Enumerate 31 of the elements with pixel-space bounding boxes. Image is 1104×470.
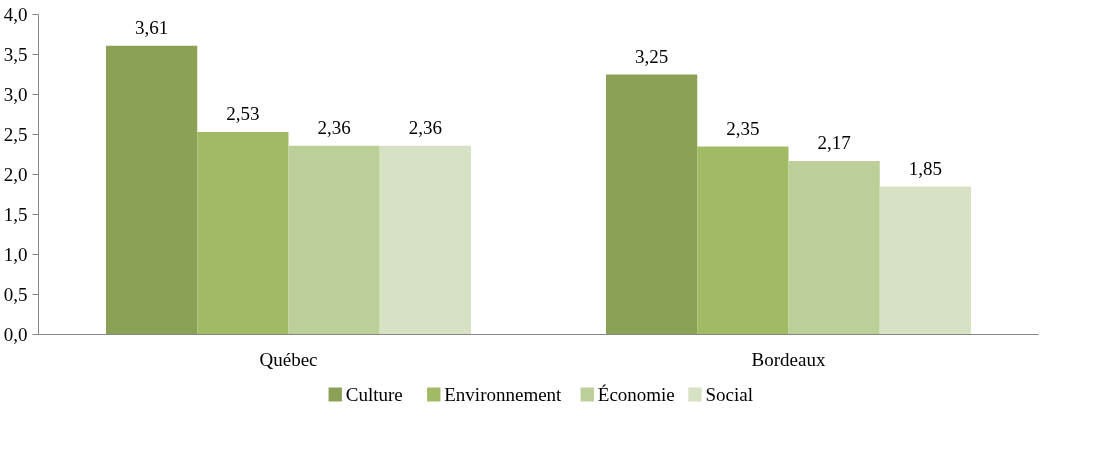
bar <box>106 45 198 335</box>
y-tick-label: 2,5 <box>3 124 28 145</box>
data-label: 3,61 <box>135 16 169 38</box>
x-tick-label: Bordeaux <box>751 348 826 370</box>
bar <box>697 146 789 335</box>
y-tick-label: 2,0 <box>3 164 28 185</box>
bar <box>879 186 971 335</box>
y-tick-label: 0,0 <box>3 324 28 345</box>
y-tick-label: 4,0 <box>3 4 28 25</box>
x-tick-label: Québec <box>259 348 318 370</box>
data-label: 2,17 <box>817 131 851 153</box>
bar <box>197 132 289 335</box>
y-tick-label: 1,0 <box>3 244 28 265</box>
legend-label: Environnement <box>444 384 563 405</box>
data-label: 3,25 <box>635 45 669 67</box>
legend-label: Culture <box>345 384 403 405</box>
data-label: 2,35 <box>726 117 760 139</box>
bar <box>788 160 880 335</box>
y-tick-label: 1,5 <box>3 204 28 225</box>
data-label: 2,53 <box>226 103 260 125</box>
legend-label: Social <box>705 384 753 405</box>
data-label: 2,36 <box>408 116 442 138</box>
bar <box>288 145 380 335</box>
y-tick-label: 3,0 <box>3 84 28 105</box>
data-label: 2,36 <box>317 116 351 138</box>
bar <box>606 74 698 335</box>
y-tick-label: 3,5 <box>3 44 28 65</box>
bar <box>379 145 471 335</box>
y-tick-label: 0,5 <box>3 284 28 305</box>
legend-label: Économie <box>597 384 675 405</box>
data-label: 1,85 <box>908 157 942 179</box>
